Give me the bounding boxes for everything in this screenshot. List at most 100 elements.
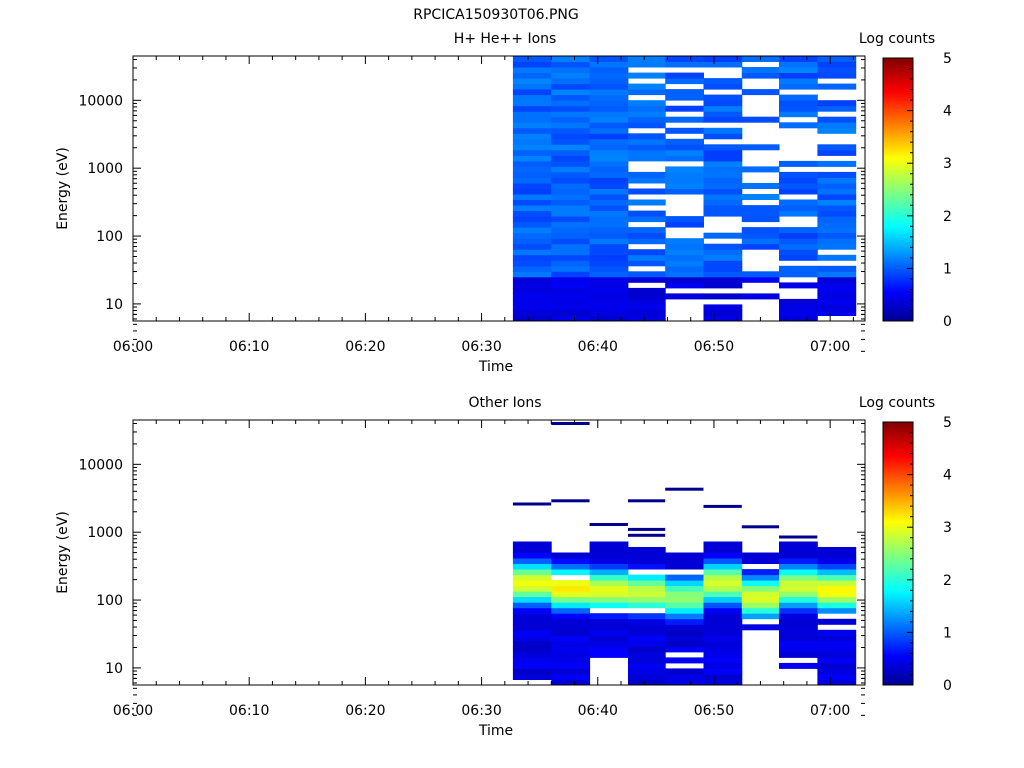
heatmap-cell [817, 122, 857, 129]
y-axis-label: Energy (eV) [55, 147, 71, 230]
heatmap-cell [551, 613, 591, 620]
heatmap-cell [551, 111, 591, 118]
heatmap-cell [779, 94, 818, 101]
heatmap-cell [703, 149, 743, 156]
heatmap-cell [703, 569, 743, 576]
heatmap-cell [512, 238, 552, 245]
x-tick-label: 06:30 [461, 339, 501, 355]
heatmap-cell [628, 591, 666, 598]
heatmap-cell [703, 679, 743, 686]
heatmap-cell [512, 94, 552, 101]
heatmap-cell [703, 111, 743, 118]
heatmap-cell [779, 535, 818, 539]
heatmap-cell [817, 127, 857, 134]
heatmap-cell [628, 61, 666, 68]
heatmap-cell [741, 607, 780, 614]
heatmap-cell [779, 298, 818, 305]
colorbar-label: Log counts [859, 31, 935, 47]
x-tick-label: 06:10 [229, 703, 269, 719]
heatmap-cell [665, 640, 704, 647]
x-tick-label: 06:10 [229, 339, 269, 355]
heatmap-cell [512, 249, 552, 256]
heatmap-cell [512, 254, 552, 261]
heatmap-cell [703, 100, 743, 107]
heatmap-cell [817, 304, 857, 311]
y-tick-label: 1000 [87, 161, 123, 177]
heatmap-cell [551, 116, 591, 123]
heatmap-cell [703, 602, 743, 609]
heatmap-cell [665, 580, 704, 587]
heatmap-cell [665, 282, 704, 289]
heatmap-cell [512, 155, 552, 162]
heatmap-cell [817, 679, 857, 686]
colorbar-tick-label: 0 [943, 678, 952, 694]
heatmap-cell [512, 585, 552, 592]
heatmap-cell [665, 260, 704, 267]
heatmap-cell [817, 216, 857, 223]
heatmap-cell [551, 78, 591, 85]
heatmap-cell [551, 640, 591, 647]
heatmap-cell [703, 260, 743, 267]
heatmap-cell [589, 149, 629, 156]
heatmap-cell [817, 651, 857, 658]
heatmap-cell [741, 613, 780, 620]
heatmap-cell [512, 221, 552, 228]
heatmap-cell [589, 166, 629, 173]
heatmap-cell [512, 227, 552, 234]
heatmap-cell [551, 298, 591, 305]
heatmap-cell [665, 596, 704, 603]
heatmap-cell [817, 558, 857, 564]
heatmap-cell [551, 607, 591, 614]
heatmap-cell [779, 580, 818, 587]
heatmap-cell [741, 558, 780, 564]
heatmap-cell [703, 56, 743, 62]
heatmap-cell [589, 160, 629, 167]
heatmap-cell [817, 238, 857, 245]
heatmap-cell [817, 100, 857, 107]
heatmap-cell [817, 618, 857, 625]
heatmap-cell [817, 199, 857, 206]
heatmap-cell [512, 607, 552, 614]
heatmap-cell [779, 177, 818, 184]
heatmap-cell [779, 640, 818, 647]
heatmap-cell [589, 596, 629, 603]
heatmap-cell [512, 78, 552, 85]
heatmap-cell [512, 304, 552, 311]
heatmap-cell [817, 171, 857, 178]
x-tick-label: 06:30 [461, 703, 501, 719]
heatmap-cell [817, 160, 857, 167]
heatmap-cell [817, 646, 857, 653]
heatmap-cell [512, 646, 552, 653]
heatmap-cell [512, 635, 552, 642]
heatmap-cell [817, 144, 857, 151]
heatmap-cell [589, 613, 629, 620]
heatmap-cell [703, 276, 743, 283]
heatmap-cell [779, 254, 818, 261]
heatmap-cell [628, 563, 666, 570]
heatmap-cell [512, 651, 552, 658]
colorbar-tick-label: 2 [943, 209, 952, 225]
heatmap-cell [817, 205, 857, 212]
heatmap-cell [589, 574, 629, 581]
heatmap-cell [741, 144, 780, 151]
heatmap-cell [551, 282, 591, 289]
heatmap-cell [628, 574, 666, 581]
heatmap-cell [628, 177, 666, 184]
heatmap-cell [779, 541, 818, 548]
heatmap-cell [551, 276, 591, 283]
heatmap-cell [551, 122, 591, 129]
heatmap-cell [551, 155, 591, 162]
heatmap-cell [817, 591, 857, 598]
heatmap-cell [512, 116, 552, 123]
heatmap-cell [817, 149, 857, 156]
heatmap-cell [779, 271, 818, 278]
heatmap-cell [817, 574, 857, 581]
x-tick-label: 06:50 [694, 703, 734, 719]
heatmap-cell [741, 580, 780, 587]
heatmap-cell [817, 547, 857, 553]
heatmap-cell [779, 596, 818, 603]
y-axis-label: Energy (eV) [55, 511, 71, 594]
heatmap-cell [589, 111, 629, 118]
heatmap-cell [551, 563, 591, 570]
heatmap-cell [551, 199, 591, 206]
